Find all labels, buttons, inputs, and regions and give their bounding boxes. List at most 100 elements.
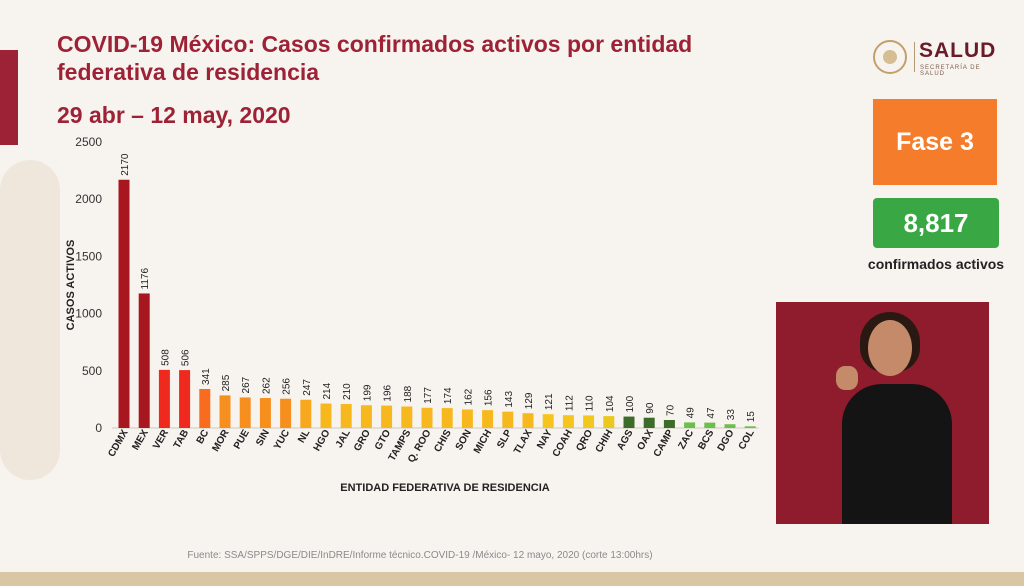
- category-label: JAL: [334, 428, 353, 450]
- bar-mich: [482, 410, 494, 428]
- bar-slp: [502, 411, 514, 428]
- data-label: 262: [261, 377, 272, 394]
- bar-dgo: [724, 424, 736, 428]
- bar-chart: 0 500 1000 1500 2000 2500 CASOS ACTIVOS ENTIDAD…: [65, 135, 759, 494]
- data-label: 112: [564, 395, 575, 411]
- chart-title: COVID-19 México: Casos confirmados activ…: [57, 31, 693, 85]
- data-label: 33: [726, 409, 737, 421]
- bar-camp: [663, 419, 675, 428]
- sign-language-interpreter-video: [776, 302, 989, 524]
- bar-tamps: [401, 406, 413, 428]
- bar-ags: [623, 416, 635, 428]
- data-label: 285: [221, 374, 232, 391]
- category-label: CHIH: [594, 428, 616, 455]
- bar-ver: [158, 369, 170, 428]
- data-label: 129: [524, 392, 535, 409]
- data-label: 341: [201, 368, 212, 385]
- data-label: 156: [484, 389, 495, 406]
- bar-cdmx: [118, 179, 130, 428]
- data-label: 143: [504, 391, 515, 408]
- bar-yuc: [280, 398, 292, 428]
- bar-col: [744, 426, 756, 428]
- category-label: MEX: [130, 428, 151, 453]
- data-label: 2170: [120, 153, 131, 176]
- interpreter-head: [868, 320, 912, 376]
- category-label: PUE: [232, 428, 252, 452]
- total-active-label: confirmados activos: [867, 256, 1005, 272]
- data-label: 110: [585, 395, 596, 411]
- y-tick-label: 2000: [75, 192, 102, 206]
- date-range: 29 abr – 12 may, 2020: [57, 102, 291, 128]
- category-label: CHIS: [432, 428, 454, 454]
- category-label: CAMP: [652, 428, 676, 459]
- data-label: 247: [302, 379, 313, 396]
- y-tick-label: 500: [82, 364, 102, 378]
- category-label: MOR: [210, 427, 232, 453]
- data-label: 121: [544, 393, 555, 410]
- category-label: COAH: [551, 428, 575, 459]
- category-label: NL: [296, 428, 312, 445]
- bar-son: [461, 409, 473, 428]
- data-label: 256: [282, 378, 293, 395]
- bar-zac: [684, 422, 696, 428]
- category-label: BCS: [696, 428, 716, 452]
- bar-hgo: [320, 403, 332, 428]
- source-note: Fuente: SSA/SPPS/DGE/DIE/InDRE/Informe t…: [187, 550, 653, 561]
- y-tick-label: 0: [95, 421, 102, 435]
- data-label: 214: [322, 382, 333, 399]
- data-label: 177: [423, 387, 434, 404]
- data-label: 267: [241, 376, 252, 393]
- category-label: GTO: [373, 428, 393, 452]
- bar-pue: [239, 397, 251, 428]
- phase-badge: Fase 3: [873, 99, 997, 185]
- category-label: QRO: [574, 428, 595, 453]
- bar-tab: [179, 370, 191, 428]
- bar-chih: [603, 416, 615, 428]
- bar-gto: [381, 405, 393, 428]
- data-label: 174: [443, 387, 454, 404]
- bottom-band: [0, 572, 1024, 586]
- y-axis-label: CASOS ACTIVOS: [65, 240, 77, 331]
- category-label: ZAC: [676, 428, 696, 451]
- category-label: VER: [151, 427, 171, 451]
- data-label: 100: [625, 395, 636, 412]
- seal-icon: [873, 40, 907, 74]
- data-label: 199: [362, 384, 373, 401]
- logo-subtitle: SECRETARÍA DE SALUD: [920, 65, 981, 77]
- category-label: NAY: [535, 428, 555, 451]
- interpreter-body: [842, 384, 952, 524]
- total-active-cases: 8,817: [873, 198, 999, 248]
- category-label: SIN: [254, 428, 272, 448]
- data-label: 90: [645, 402, 656, 414]
- data-label: 47: [706, 407, 717, 419]
- bar-tlax: [522, 413, 534, 428]
- category-label: TAB: [172, 428, 191, 451]
- data-label: 506: [181, 349, 192, 366]
- bar-nl: [300, 399, 312, 428]
- data-label: 196: [383, 384, 394, 401]
- category-label: CDMX: [106, 428, 130, 459]
- bar-mor: [219, 395, 231, 428]
- y-tick-label: 1000: [75, 307, 102, 321]
- category-label: HGO: [312, 428, 333, 453]
- bar-coah: [562, 415, 574, 428]
- x-axis-label: ENTIDAD FEDERATIVA DE RESIDENCIA: [340, 482, 549, 494]
- data-label: 49: [686, 407, 697, 419]
- data-label: 508: [160, 349, 171, 366]
- category-label: SLP: [495, 428, 514, 451]
- category-label: DGO: [716, 428, 737, 453]
- category-label: GRO: [352, 428, 373, 453]
- category-label: COL: [737, 428, 757, 452]
- decorative-side-bar: [0, 50, 18, 145]
- data-label: 15: [746, 411, 757, 423]
- bar-mex: [138, 293, 150, 428]
- category-label: SON: [454, 428, 474, 452]
- bar-jal: [340, 403, 352, 428]
- bar-bcs: [704, 422, 716, 428]
- bar-chis: [441, 408, 453, 428]
- data-label: 70: [665, 404, 676, 416]
- data-label: 162: [463, 388, 474, 405]
- category-label: OAX: [635, 428, 656, 453]
- category-label: YUC: [272, 428, 292, 452]
- bar-oax: [643, 417, 655, 428]
